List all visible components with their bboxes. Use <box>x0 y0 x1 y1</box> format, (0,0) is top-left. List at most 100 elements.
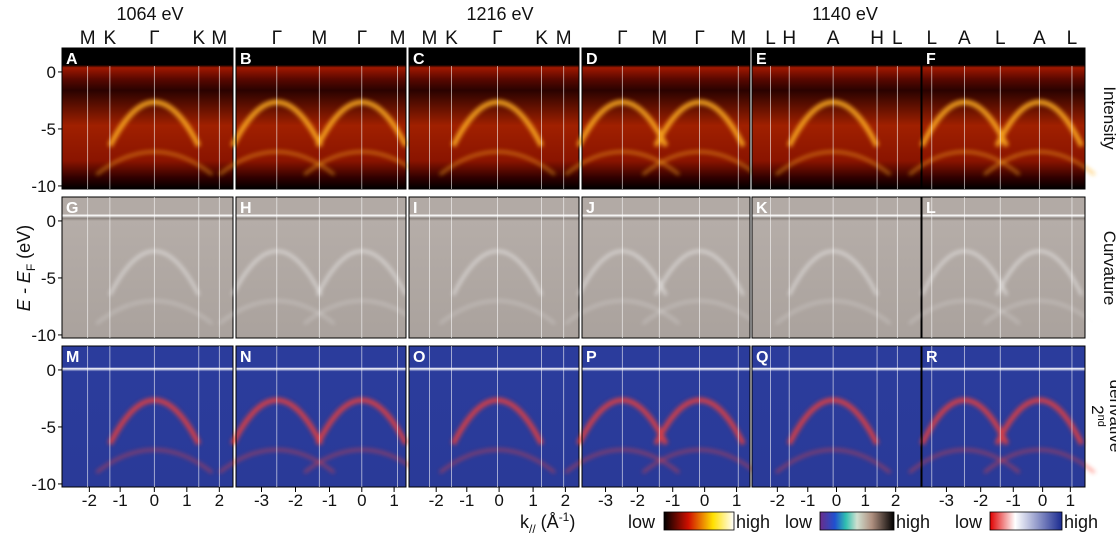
k-tick-label: 2 <box>561 491 570 510</box>
y-tick-label: 0 <box>47 361 56 380</box>
y-tick-label: 0 <box>47 212 56 231</box>
row-label: 2nd <box>1088 405 1107 427</box>
k-tick-label: -2 <box>429 491 444 510</box>
y-tick-label: -5 <box>41 418 56 437</box>
panel-image <box>752 197 921 338</box>
panel-edge <box>921 47 1086 190</box>
y-tick-label: -10 <box>31 475 56 494</box>
symmetry-point: A <box>1033 28 1046 49</box>
panel-edge <box>235 196 407 339</box>
k-tick-label: -3 <box>598 491 613 510</box>
x-axis-label: k// (Å-1) <box>520 510 575 536</box>
symmetry-point: Γ <box>694 28 704 49</box>
energy-label: 1216 eV <box>466 4 533 24</box>
panel-letter: H <box>240 200 252 217</box>
panel-image <box>236 346 406 487</box>
row-label: Curvature <box>1100 231 1116 306</box>
colorbar-low: low <box>955 512 983 532</box>
panel-edge <box>581 47 751 190</box>
k-tick-label: -3 <box>939 491 954 510</box>
colorbar-low: low <box>628 512 656 532</box>
x-label-unit: ) <box>569 512 575 532</box>
k-tick-label: -3 <box>254 491 269 510</box>
panel-edge <box>61 196 234 339</box>
panel-image <box>752 346 921 487</box>
panel-edge <box>235 345 407 488</box>
panel-image <box>922 48 1085 189</box>
panel-edge <box>581 345 751 488</box>
panel-image <box>752 48 921 189</box>
colorbar-low: low <box>785 512 813 532</box>
symmetry-point: Γ <box>357 28 367 49</box>
k-tick-label: -2 <box>973 491 988 510</box>
y-axis-label: E - EF (eV) <box>14 225 38 311</box>
panel-edge <box>235 47 407 190</box>
k-tick-label: -1 <box>322 491 337 510</box>
colorbar-high: high <box>736 512 770 532</box>
y-tick-label: -5 <box>41 120 56 139</box>
symmetry-point: M <box>80 28 96 49</box>
y-label-main: E - E <box>14 270 34 311</box>
panel-edge <box>408 47 580 190</box>
k-tick-label: -2 <box>630 491 645 510</box>
symmetry-point: L <box>892 28 903 49</box>
symmetry-point: A <box>958 28 971 49</box>
symmetry-point: L <box>765 28 776 49</box>
panel-letter: D <box>586 51 598 68</box>
x-label-sup: -1 <box>559 510 570 524</box>
symmetry-point: H <box>870 28 884 49</box>
panel-edge <box>61 345 234 488</box>
panel-letter: A <box>66 51 78 68</box>
row-label: Intensity <box>1100 86 1116 150</box>
symmetry-point: K <box>445 28 458 49</box>
y-label-sub: F <box>24 264 38 271</box>
panel-edge <box>408 196 580 339</box>
symmetry-point: Γ <box>149 28 159 49</box>
panel-letter: F <box>926 51 936 68</box>
symmetry-point: K <box>192 28 205 49</box>
panel-edge <box>61 47 234 190</box>
panel-letter: C <box>413 51 425 68</box>
k-tick-label: 1 <box>732 491 741 510</box>
k-tick-label: -1 <box>665 491 680 510</box>
colorbar-high: high <box>1064 512 1098 532</box>
k-tick-label: 1 <box>1066 491 1075 510</box>
panel-edge <box>408 345 580 488</box>
row-label-sup: nd <box>1095 415 1107 427</box>
k-tick-label: 0 <box>700 491 709 510</box>
k-tick-label: -1 <box>459 491 474 510</box>
symmetry-point: M <box>421 28 437 49</box>
panel-image <box>582 197 750 338</box>
k-tick-label: -2 <box>82 491 97 510</box>
energy-label: 1064 eV <box>116 4 183 24</box>
panel-image <box>236 197 406 338</box>
symmetry-point: M <box>730 28 746 49</box>
symmetry-point: L <box>1067 28 1078 49</box>
symmetry-point: Γ <box>617 28 627 49</box>
symmetry-point: Γ <box>272 28 282 49</box>
k-tick-label: 1 <box>860 491 869 510</box>
panel-edge <box>751 345 922 488</box>
panel-letter: Q <box>756 349 768 366</box>
symmetry-point: M <box>211 28 227 49</box>
panel-letter: O <box>413 349 425 366</box>
colorbar-high: high <box>896 512 930 532</box>
symmetry-point: L <box>995 28 1006 49</box>
colorbar <box>819 511 895 531</box>
panel-edge <box>921 196 1086 339</box>
panel-edge <box>921 345 1086 488</box>
colorbar <box>989 511 1063 531</box>
k-tick-label: -2 <box>770 491 785 510</box>
panel-image <box>62 48 233 189</box>
symmetry-point: Γ <box>492 28 502 49</box>
symmetry-point: K <box>104 28 117 49</box>
panel-image <box>62 346 233 487</box>
panel-image <box>922 197 1085 338</box>
panel-image <box>922 346 1085 487</box>
panel-letter: G <box>66 200 78 217</box>
colorbar <box>663 511 735 531</box>
panel-edge <box>751 47 922 190</box>
panel-image <box>409 346 579 487</box>
panel-letter: B <box>240 51 252 68</box>
